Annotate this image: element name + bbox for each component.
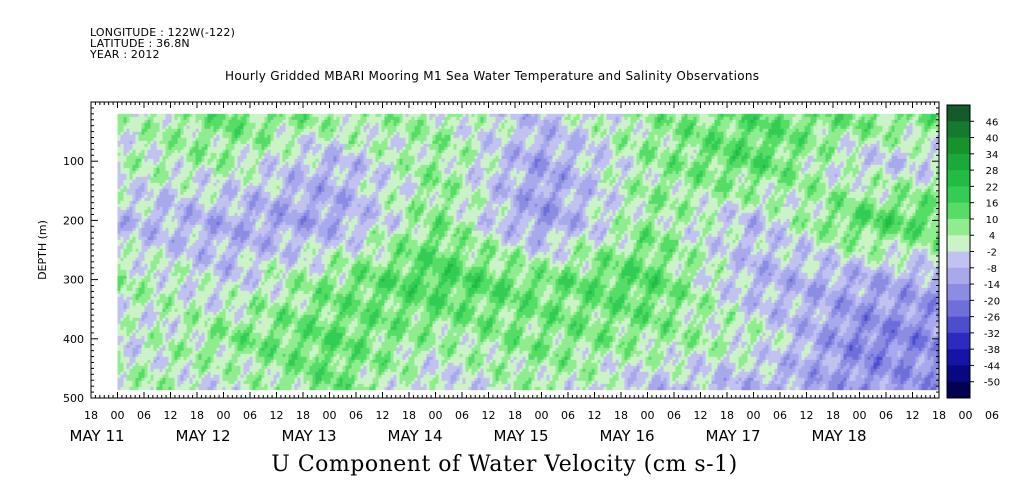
x-hour-tick-label: 00 [217, 409, 231, 422]
x-hour-tick-label: 06 [455, 409, 469, 422]
colorbar-band [947, 235, 970, 252]
colorbar-level-label: -8 [987, 264, 997, 275]
year-label: YEAR : 2012 [90, 49, 160, 60]
colorbar-band [947, 284, 970, 301]
colorbar-level-label: -20 [984, 296, 1000, 307]
x-hour-tick-label: 06 [667, 409, 681, 422]
x-hour-tick-label: 00 [641, 409, 655, 422]
x-hour-tick-label: 18 [720, 409, 734, 422]
x-hour-tick-label: 06 [561, 409, 575, 422]
x-hour-tick-label: 12 [482, 409, 496, 422]
colorbar-level-label: -50 [984, 378, 1000, 389]
x-hour-tick-label: 06 [879, 409, 893, 422]
plot-axes: 18 00 06 12 18 00 06 12 18 00 06 12 18 00 06 12 18 00 06 12… [36, 101, 999, 445]
x-hour-tick-label: 18 [402, 409, 416, 422]
colorbar-level-label: 22 [986, 182, 999, 193]
colorbar-band [947, 153, 970, 171]
colorbar-band [947, 300, 970, 318]
chart-title: Hourly Gridded MBARI Mooring M1 Sea Wate… [225, 69, 759, 83]
colorbar-band [947, 349, 970, 366]
colorbar-level-label: 10 [986, 215, 999, 226]
x-day-label: MAY 18 [812, 427, 867, 445]
colorbar-band [947, 251, 970, 269]
x-hour-tick-label: 12 [164, 409, 178, 422]
colorbar-band [947, 381, 970, 399]
colorbar-band [947, 170, 970, 187]
y-tick-label: 400 [63, 333, 84, 346]
colorbar-band [947, 365, 970, 383]
y-axis-title: DEPTH (m) [36, 220, 49, 280]
x-hour-tick-label: 00 [429, 409, 443, 422]
x-day-label: MAY 14 [388, 427, 443, 445]
x-hour-tick-label: 18 [190, 409, 204, 422]
x-hour-tick-label: 18 [84, 409, 98, 422]
x-hour-tick-label: 06 [243, 409, 257, 422]
x-hour-tick-label: 12 [270, 409, 284, 422]
colorbar-level-label: -38 [984, 345, 1000, 356]
x-hour-tick-label: 18 [296, 409, 310, 422]
x-hour-tick-label: 12 [694, 409, 708, 422]
x-hour-tick-label: 00 [535, 409, 549, 422]
colorbar-band [947, 316, 970, 334]
x-hour-tick-label: 06 [773, 409, 787, 422]
colorbar-level-label: -14 [984, 280, 1000, 291]
x-hour-tick-label: 00 [853, 409, 867, 422]
x-hour-tick-label: 06 [137, 409, 151, 422]
colorbar-band [947, 267, 970, 285]
y-tick-label: 200 [63, 214, 84, 227]
x-day-label: MAY 17 [706, 427, 761, 445]
heatmap-field [117, 113, 939, 391]
y-tick-label: 300 [63, 274, 84, 287]
variable-title: U Component of Water Velocity (cm s-1) [0, 452, 1009, 477]
x-hour-tick-label: 12 [376, 409, 390, 422]
colorbar-level-label: -44 [984, 361, 1000, 372]
x-day-label: MAY 12 [176, 427, 231, 445]
colorbar-level-label: 28 [986, 166, 999, 177]
y-tick-label: 500 [63, 392, 84, 405]
colorbar-level-label: 46 [986, 117, 999, 128]
colorbar-band [947, 218, 970, 236]
colorbar-level-label: -26 [984, 313, 1000, 324]
x-hour-tick-label: 12 [906, 409, 920, 422]
colorbar-level-label: -32 [984, 329, 1000, 340]
x-hour-tick-label: 00 [747, 409, 761, 422]
x-day-label: MAY 16 [600, 427, 655, 445]
colorbar-band [947, 137, 970, 155]
colorbar: 46 40 34 28 22 16 10 4 -2 -8 -14 -20 -26 -32 -38 -44 -50 [946, 104, 1000, 399]
x-hour-tick-label: 18 [614, 409, 628, 422]
colorbar-band [947, 121, 970, 138]
colorbar-level-label: 34 [986, 150, 999, 161]
x-hour-tick-label: 18 [932, 409, 946, 422]
x-hour-tick-label: 12 [588, 409, 602, 422]
x-hour-tick-label: 18 [826, 409, 840, 422]
colorbar-band [947, 332, 970, 350]
longitude-label: LONGITUDE : 122W(-122) [90, 27, 235, 38]
colorbar-band [947, 202, 970, 220]
latitude-label: LATITUDE : 36.8N [90, 38, 190, 49]
colorbar-level-label: -2 [987, 248, 997, 259]
x-hour-tick-label: 06 [985, 409, 999, 422]
colorbar-level-label: 16 [986, 199, 999, 210]
colorbar-band [947, 105, 970, 122]
colorbar-level-label: 40 [986, 134, 999, 145]
colorbar-level-label: 4 [989, 231, 995, 242]
x-hour-tick-label: 06 [349, 409, 363, 422]
x-day-label: MAY 11 [70, 427, 125, 445]
x-hour-tick-label: 12 [800, 409, 814, 422]
colorbar-band [947, 186, 970, 204]
x-day-label: MAY 15 [494, 427, 549, 445]
x-hour-tick-label: 00 [959, 409, 973, 422]
x-day-label: MAY 13 [282, 427, 337, 445]
x-hour-tick-label: 00 [111, 409, 125, 422]
y-tick-label: 100 [63, 155, 84, 168]
x-hour-tick-label: 00 [323, 409, 337, 422]
x-hour-tick-label: 18 [508, 409, 522, 422]
